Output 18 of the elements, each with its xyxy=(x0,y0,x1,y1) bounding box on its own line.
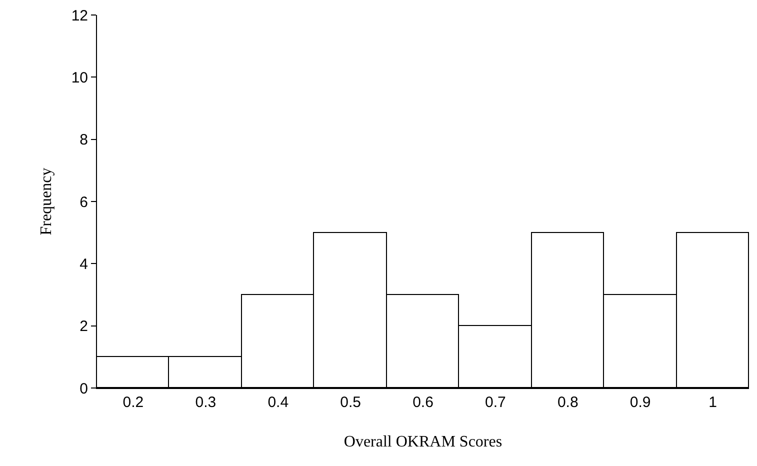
x-tick-label: 1 xyxy=(708,394,717,411)
x-tick-label: 0.7 xyxy=(485,394,506,411)
x-tick-label: 0.9 xyxy=(630,394,651,411)
x-tick-label: 0.8 xyxy=(557,394,578,411)
x-axis-title: Overall OKRAM Scores xyxy=(344,434,502,451)
y-tick-label: 10 xyxy=(71,69,88,86)
y-tick-label: 4 xyxy=(80,256,88,273)
x-tick-label: 0.3 xyxy=(195,394,216,411)
x-tick-label: 0.5 xyxy=(340,394,361,411)
y-tick-label: 8 xyxy=(80,132,88,149)
x-tick-label: 0.6 xyxy=(412,394,434,411)
x-tick-label: 0.2 xyxy=(122,394,144,411)
y-axis-title: Frequency xyxy=(38,168,56,236)
y-tick-label: 6 xyxy=(80,194,88,211)
y-tick-label: 2 xyxy=(80,318,88,336)
x-tick-label: 0.4 xyxy=(268,394,289,411)
y-tick-label: 12 xyxy=(71,7,88,24)
y-tick-label: 0 xyxy=(80,380,88,398)
